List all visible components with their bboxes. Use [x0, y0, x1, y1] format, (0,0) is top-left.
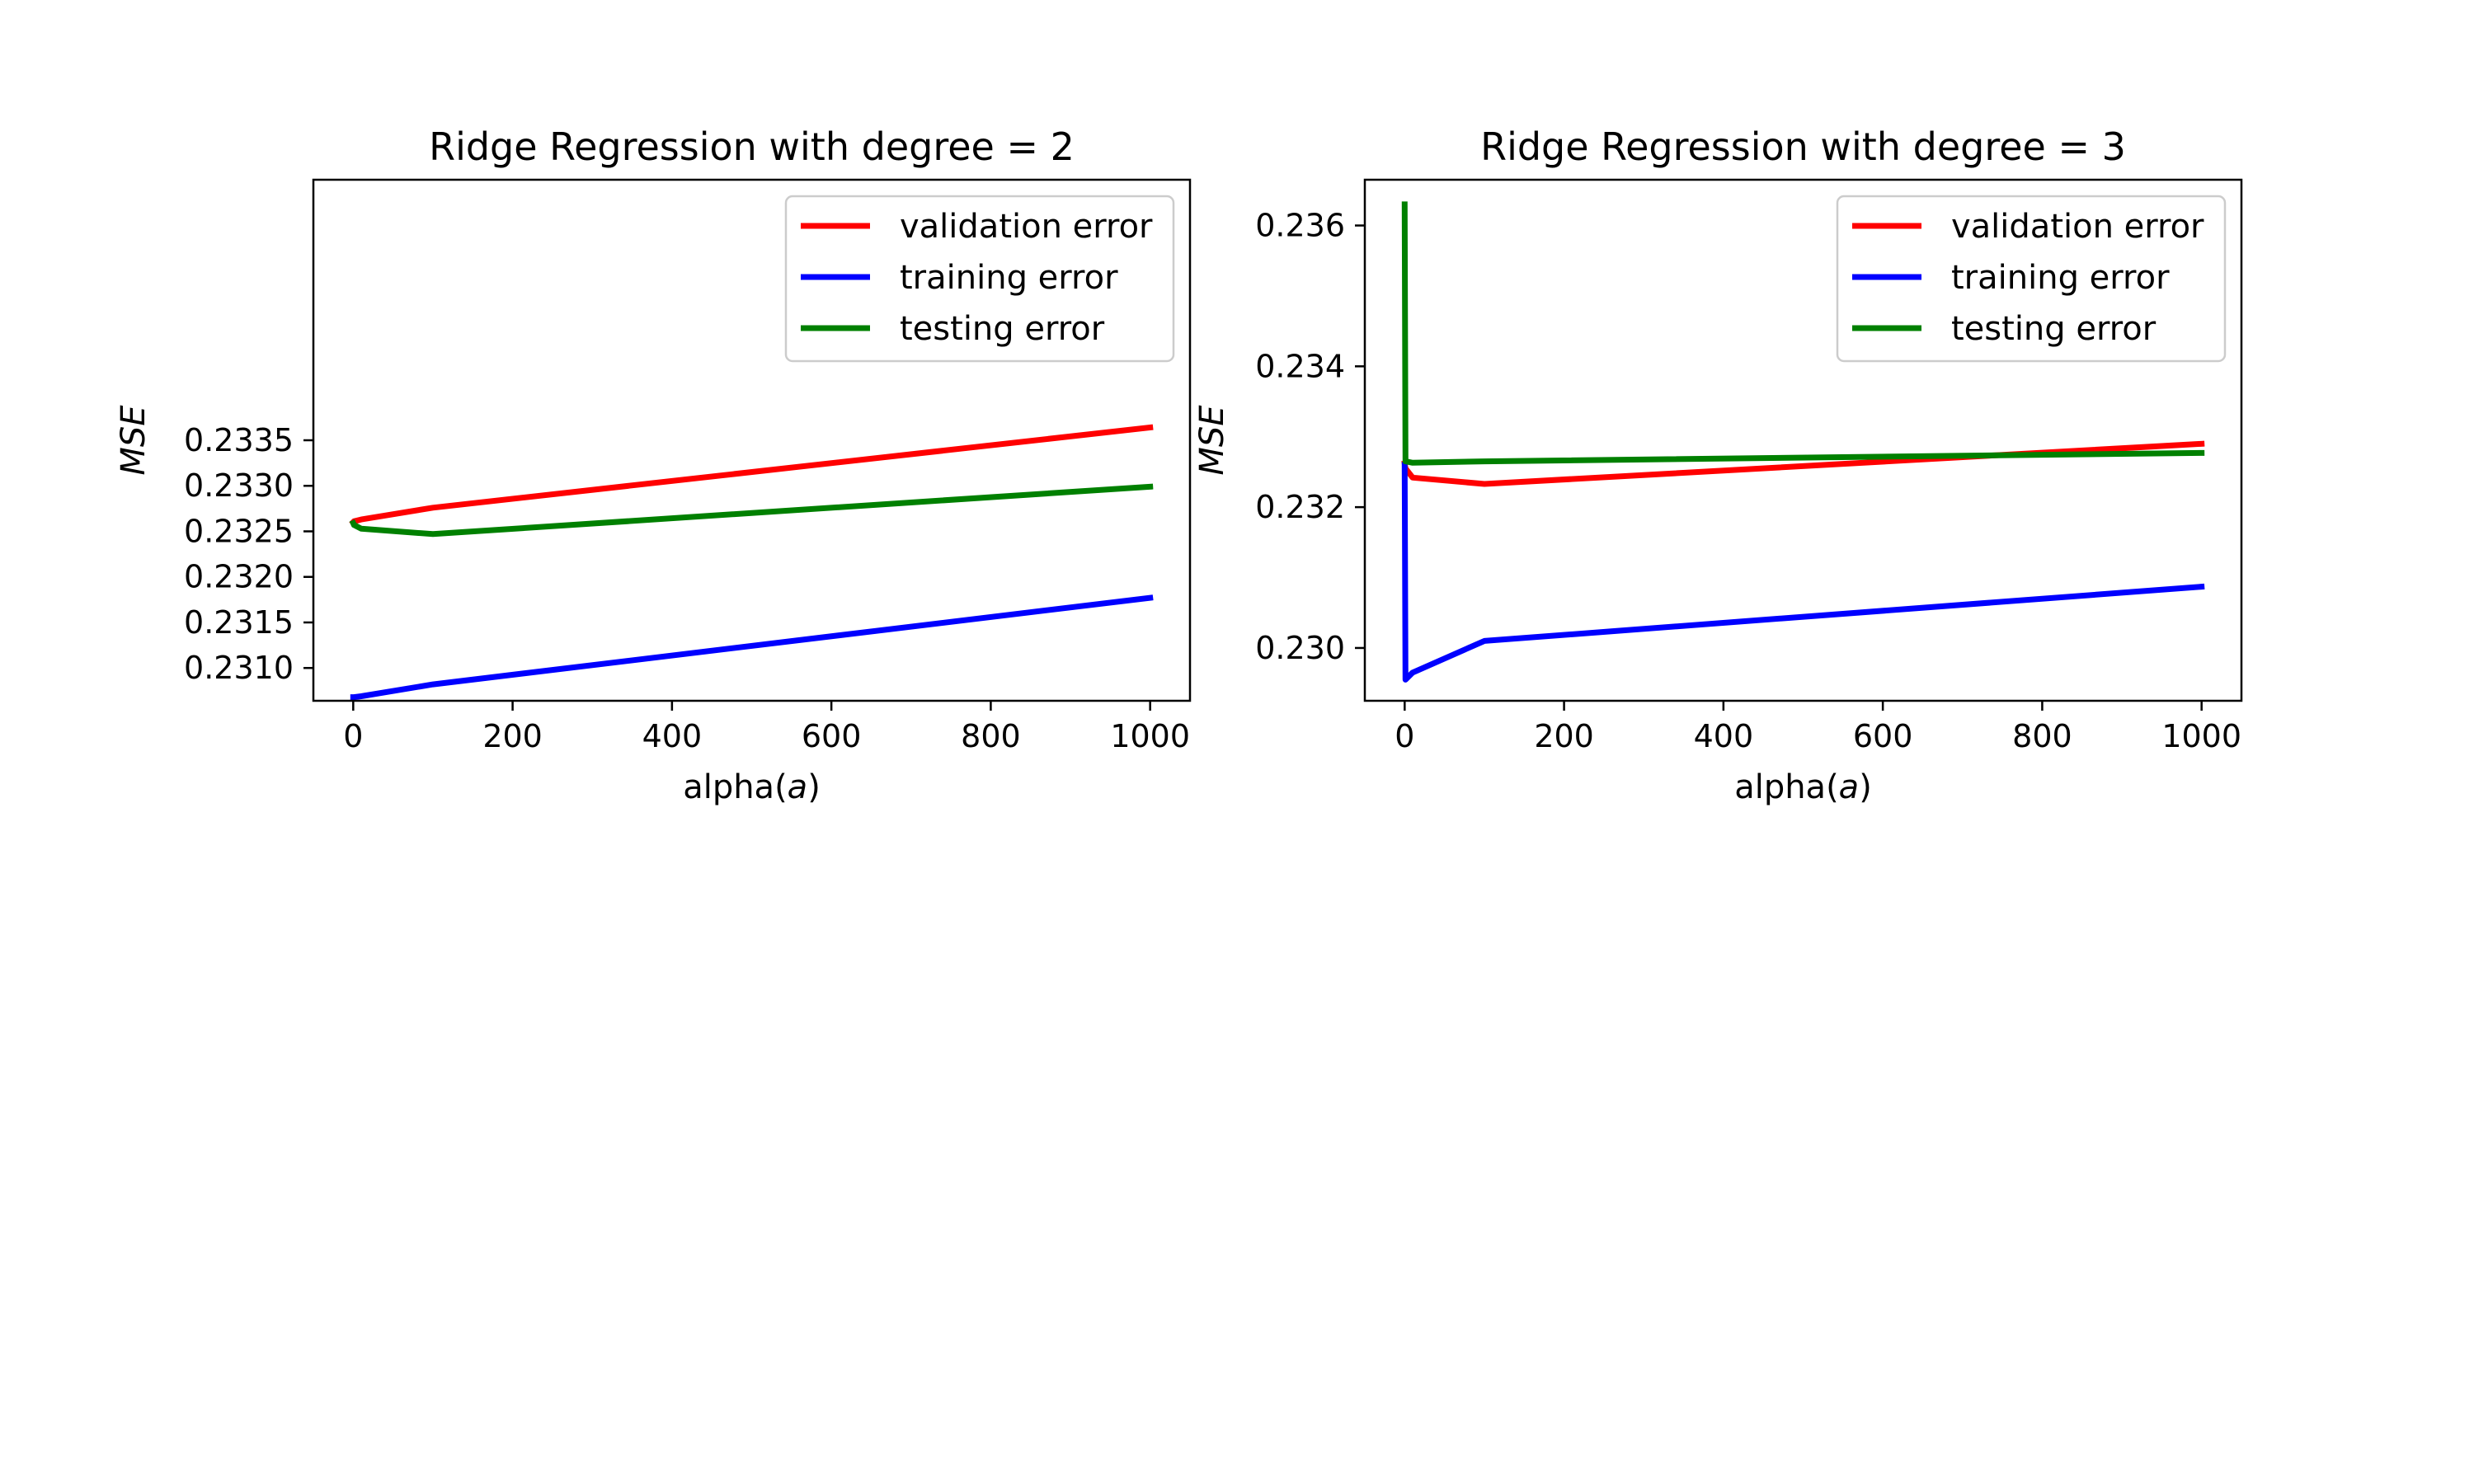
series-line-testing-error [1401, 201, 2205, 466]
y-tick-label: 0.2320 [184, 559, 294, 595]
y-tick-label: 0.2335 [184, 422, 294, 458]
y-axis-label: MSE [1193, 405, 1231, 476]
x-axis-label: alpha(a) [1734, 768, 1872, 806]
y-tick-label: 0.236 [1255, 208, 1345, 244]
y-axis-label: MSE [115, 405, 153, 476]
series-line-testing-error [349, 483, 1154, 538]
plot-frame [1363, 178, 2243, 702]
x-tick-label: 0 [343, 718, 363, 754]
y-tick-label: 0.2310 [184, 650, 294, 686]
x-tick-label: 200 [482, 718, 543, 754]
x-tick-label: 1000 [1110, 718, 1190, 754]
legend-label: validation error [900, 208, 1153, 246]
y-tick-label: 0.234 [1255, 348, 1345, 384]
chart-panel-1: Ridge Regression with degree = 2 0 200 400 6… [115, 124, 1192, 806]
x-axis-label: alpha(a) [683, 768, 821, 806]
y-tick-label: 0.232 [1255, 489, 1345, 525]
chart-panel-2: Ridge Regression with degree = 3 0 200 400 6… [1193, 124, 2243, 806]
series-line-validation-error [349, 424, 1154, 527]
legend-label: training error [1951, 259, 2170, 297]
series-line-training-error [1401, 462, 2205, 683]
x-tick-label: 400 [1694, 718, 1754, 754]
series-group [349, 424, 1154, 701]
x-tick-label: 0 [1395, 718, 1414, 754]
legend-box [784, 195, 1175, 363]
chart-title: Ridge Regression with degree = 2 [429, 124, 1075, 169]
y-tick-label: 0.2330 [184, 467, 294, 504]
x-tick-label: 800 [2012, 718, 2072, 754]
x-tick-label: 1000 [2161, 718, 2241, 754]
legend-label: training error [900, 259, 1118, 297]
legend-box [1836, 195, 2227, 363]
chart-title: Ridge Regression with degree = 3 [1480, 124, 2126, 169]
legend: validation error training error testing er… [784, 195, 1175, 363]
series-group [1401, 201, 2205, 683]
y-tick-label: 0.2315 [184, 604, 294, 641]
y-tick-label: 0.230 [1255, 630, 1345, 666]
y-tick-label: 0.2325 [184, 513, 294, 549]
x-tick-label: 800 [961, 718, 1021, 754]
series-line-validation-error [1401, 440, 2205, 487]
x-tick-label: 600 [802, 718, 862, 754]
legend: validation error training error testing er… [1836, 195, 2227, 363]
legend-label: testing error [1951, 310, 2157, 348]
x-tick-label: 400 [642, 718, 703, 754]
legend-label: testing error [900, 310, 1105, 348]
x-tick-label: 600 [1853, 718, 1913, 754]
legend-label: validation error [1951, 208, 2204, 246]
series-line-training-error [350, 594, 1154, 701]
x-tick-label: 200 [1534, 718, 1594, 754]
